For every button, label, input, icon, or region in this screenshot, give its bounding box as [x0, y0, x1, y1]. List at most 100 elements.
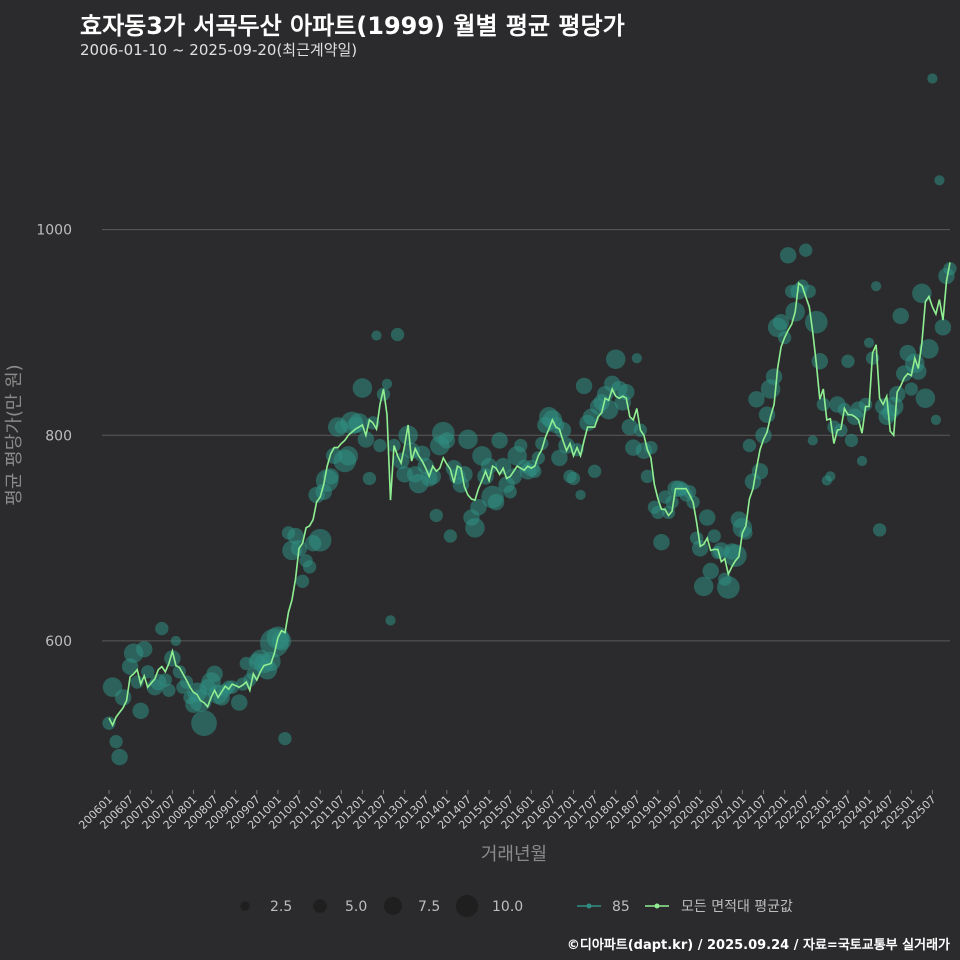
data-point [799, 243, 813, 257]
data-point [640, 469, 655, 484]
legend: 2.5 5.0 7.5 10.0 85 모든 면적대 평균값 [240, 894, 793, 918]
data-point [892, 307, 909, 325]
data-point [371, 330, 382, 341]
data-point [225, 680, 239, 694]
data-point [164, 650, 181, 667]
data-point [278, 731, 292, 746]
y-axis-title: 평균 평당가(만 원) [4, 364, 25, 505]
data-point [494, 457, 512, 475]
source-caption: ©디아파트(dapt.kr) / 2025.09.24 / 자료=국토교통부 실… [566, 938, 950, 953]
y-axis: 600 800 1000 [36, 223, 72, 650]
data-point [707, 529, 721, 543]
data-point [934, 319, 952, 336]
data-point [109, 735, 123, 749]
data-point [357, 431, 375, 448]
data-point [429, 508, 443, 523]
data-point [742, 438, 757, 453]
data-point [912, 283, 932, 304]
data-point [191, 710, 217, 737]
legend-size-key [455, 894, 479, 918]
x-axis: 2006012006072007012007072008012008072009… [76, 790, 939, 832]
data-point [373, 438, 387, 453]
data-point [362, 471, 377, 486]
data-point [717, 576, 740, 599]
legend-size-label: 2.5 [270, 899, 292, 915]
data-point [349, 413, 369, 433]
data-point [456, 466, 473, 483]
data-point [111, 748, 128, 766]
data-point [575, 489, 586, 501]
data-point [927, 73, 938, 84]
data-point [825, 471, 836, 482]
data-point [919, 339, 939, 359]
data-point [575, 377, 593, 395]
data-point [934, 175, 945, 186]
data-point [302, 560, 317, 574]
legend-label-all-average: 모든 면적대 평균값 [681, 899, 793, 915]
data-point [943, 262, 957, 276]
data-point [338, 446, 359, 466]
data-point [295, 574, 310, 588]
data-point [551, 449, 568, 467]
data-point [910, 363, 927, 380]
data-point [758, 406, 776, 423]
legend-point-all-average [654, 903, 660, 909]
data-point [915, 388, 936, 409]
data-point [748, 391, 765, 408]
line-layer [108, 262, 951, 728]
chart-title: 효자동3가 서곡두산 아파트(1999) 월별 평균 평당가 [80, 12, 625, 40]
data-point [480, 457, 498, 475]
data-point [816, 397, 830, 412]
data-point [443, 529, 457, 543]
data-point [413, 445, 431, 462]
data-point [287, 527, 304, 545]
data-point [844, 433, 859, 448]
data-point [505, 468, 522, 485]
data-point [765, 368, 783, 385]
data-point [665, 495, 679, 509]
data-point [587, 464, 602, 478]
data-point [930, 414, 942, 425]
data-point [458, 429, 478, 450]
series-line-85 [108, 262, 951, 727]
data-point [385, 615, 396, 626]
y-tick-label: 1000 [36, 223, 72, 239]
y-tick-label: 800 [45, 428, 72, 444]
data-point [566, 471, 581, 486]
data-point [871, 281, 882, 292]
data-point [231, 694, 248, 711]
data-point [811, 353, 829, 370]
data-point [605, 349, 626, 369]
data-point [693, 576, 714, 597]
x-axis-title: 거래년월 [481, 844, 547, 865]
data-point [631, 353, 642, 364]
data-point [170, 635, 181, 647]
data-point [807, 435, 818, 446]
data-point [155, 621, 169, 636]
data-point [352, 378, 373, 398]
series-line-all-average [108, 262, 951, 728]
data-point [271, 631, 292, 651]
data-point [206, 665, 223, 683]
data-point [158, 673, 172, 687]
legend-size-key [240, 901, 250, 911]
legend-size-label: 7.5 [418, 899, 440, 915]
data-point [804, 310, 828, 334]
y-tick-label: 600 [45, 634, 72, 650]
data-point [872, 523, 887, 537]
data-point [779, 247, 797, 264]
data-point [114, 689, 132, 706]
data-point [653, 534, 670, 551]
data-point [841, 354, 855, 368]
data-point [772, 313, 790, 331]
data-point [724, 544, 747, 567]
data-point [381, 378, 393, 389]
legend-label-85: 85 [612, 899, 630, 915]
data-point [438, 432, 456, 449]
data-point [834, 423, 848, 437]
data-point [699, 509, 716, 526]
legend-size-key [384, 897, 402, 915]
grid [102, 229, 950, 642]
data-point [390, 327, 405, 342]
